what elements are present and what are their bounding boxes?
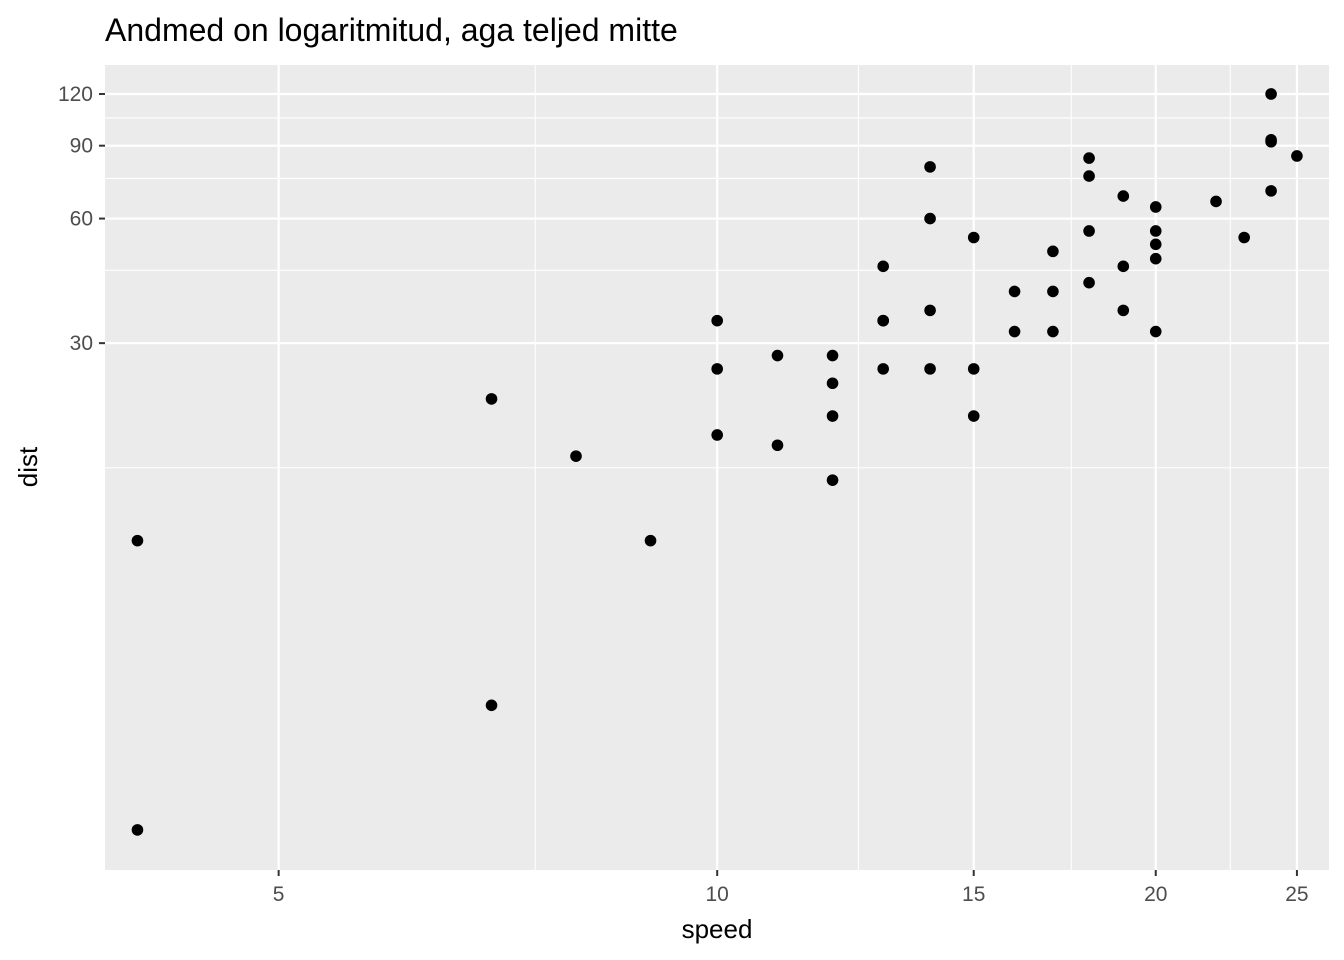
data-point [826, 410, 839, 422]
data-point [877, 260, 889, 273]
data-point [1117, 304, 1130, 317]
data-point [967, 231, 980, 244]
data-point [1008, 285, 1021, 298]
data-point [826, 349, 839, 362]
data-point [924, 212, 936, 225]
data-point [1083, 276, 1095, 289]
data-points [131, 88, 1303, 836]
data-point [1149, 325, 1162, 338]
data-point [711, 363, 723, 375]
y-tick-label: 120 [58, 83, 93, 106]
data-point [1149, 238, 1162, 251]
data-point [711, 429, 723, 441]
data-point [644, 534, 657, 547]
data-point [485, 699, 498, 712]
data-point [877, 363, 889, 375]
data-point [131, 824, 144, 836]
x-axis-title: speed [682, 914, 753, 944]
data-point [1291, 150, 1303, 162]
data-point [1238, 231, 1250, 244]
data-point [131, 534, 144, 547]
data-point [1265, 185, 1277, 197]
data-point [1083, 170, 1095, 182]
x-tick-label: 25 [1285, 883, 1308, 906]
data-point [1047, 245, 1059, 258]
data-point [967, 363, 980, 375]
x-tick-label: 5 [273, 883, 285, 906]
data-point [1117, 260, 1130, 273]
data-point [1265, 88, 1277, 100]
x-tick-label: 10 [706, 883, 729, 906]
data-point [570, 450, 582, 462]
data-point [1117, 190, 1130, 202]
data-point [924, 304, 936, 317]
data-point [877, 314, 889, 327]
y-axis-title: dist [13, 446, 43, 487]
x-axis: 5 10 15 20 25 [273, 870, 1309, 906]
data-point [1047, 325, 1059, 338]
data-point [1149, 252, 1162, 265]
major-gridlines [105, 65, 1329, 870]
data-point [771, 439, 784, 452]
y-tick-label: 30 [70, 332, 93, 355]
data-point [1047, 285, 1059, 298]
data-point [485, 393, 498, 405]
data-point [924, 363, 936, 375]
data-point [967, 410, 980, 422]
data-point [924, 161, 936, 173]
x-tick-label: 15 [962, 883, 985, 906]
data-point [826, 474, 839, 486]
data-point [1149, 225, 1162, 237]
data-point [1265, 133, 1277, 146]
data-point [1008, 325, 1021, 338]
chart-title: Andmed on logaritmitud, aga teljed mitte [105, 12, 678, 48]
y-tick-label: 60 [70, 208, 93, 231]
x-tick-label: 20 [1144, 883, 1167, 906]
data-point [1083, 225, 1095, 237]
y-tick-label: 90 [70, 135, 93, 158]
y-axis: 30 60 90 120 [58, 83, 105, 355]
data-point [771, 349, 784, 362]
data-point [1210, 195, 1222, 208]
data-point [711, 314, 723, 327]
data-point [826, 377, 839, 390]
data-point [1149, 201, 1162, 213]
data-point [1083, 152, 1095, 164]
